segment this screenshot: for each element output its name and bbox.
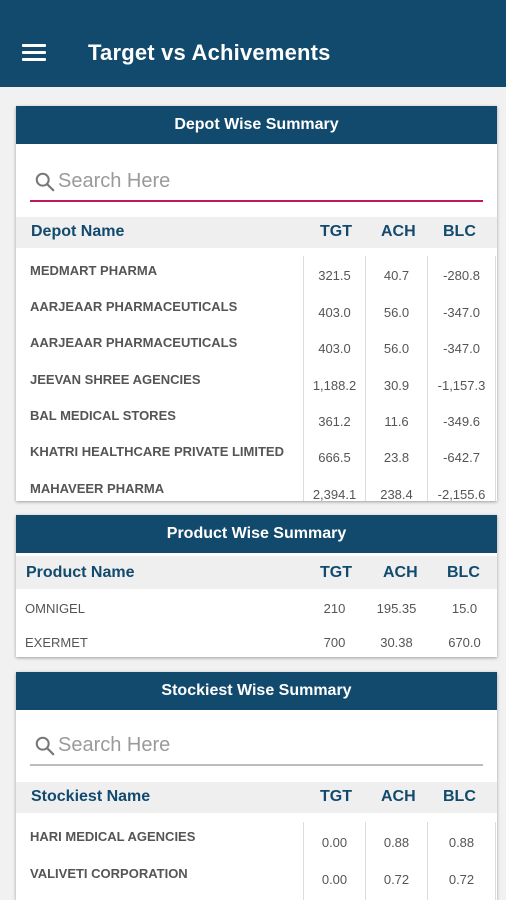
tgt-value: 403.0 [318,305,351,320]
depot-search-input[interactable] [58,166,478,196]
depot-name: MAHAVEER PHARMA [30,481,165,496]
blc-header: BLC [443,223,476,240]
stockiest-summary-card: Stockiest Wise Summary Stockiest Name TG… [16,672,497,900]
column-divider [303,822,304,900]
hamburger-menu-icon[interactable] [22,44,46,62]
depot-name: AARJEAAR PHARMACEUTICALS [30,335,238,350]
depot-name: MEDMART PHARMA [30,263,158,278]
blc-value: 15.0 [451,601,478,616]
stockiest-search-input[interactable] [58,730,478,760]
stockiest-search-underline [30,764,483,766]
depot-search [30,162,483,202]
depot-name-header: Depot Name [31,223,125,240]
stockiest-table-header: Stockiest Name TGT ACH BLC [16,782,497,813]
stockiest-name: HARI MEDICAL AGENCIES [30,829,196,844]
blc-value: -642.7 [443,450,480,465]
tgt-value: 321.5 [318,268,351,283]
table-row[interactable]: EXERMET 700 30.38 670.0 [16,625,497,657]
ach-value: 0.72 [383,872,410,887]
ach-header: ACH [383,564,418,581]
tgt-value: 1,188.2 [312,378,357,393]
stockiest-summary-title: Stockiest Wise Summary [16,672,497,710]
table-row[interactable]: MEDMART PHARMA 321.5 40.7 -280.8 [16,256,497,292]
depot-summary-card: Depot Wise Summary Depot Name TGT ACH BL… [16,106,497,501]
product-summary-card: Product Wise Summary Product Name TGT AC… [16,515,497,657]
page-title: Target vs Achivements [88,40,331,65]
tgt-value: 700 [323,635,346,650]
tgt-value: 210 [323,601,346,616]
blc-value: -347.0 [443,341,480,356]
table-row[interactable]: VALIVETI CORPORATION 0.00 0.72 0.72 [16,859,497,896]
ach-header: ACH [381,788,416,805]
search-icon [35,172,55,192]
table-row[interactable]: BAL MEDICAL STORES 361.2 11.6 -349.6 [16,401,497,437]
tgt-value: 666.5 [318,450,351,465]
depot-name: AARJEAAR PHARMACEUTICALS [30,299,238,314]
blc-header: BLC [443,788,476,805]
blc-value: 0.72 [448,872,475,887]
column-divider [365,256,366,501]
depot-summary-title: Depot Wise Summary [16,106,497,144]
blc-value: -280.8 [443,268,480,283]
table-row[interactable]: KHATRI HEALTHCARE PRIVATE LIMITED 666.5 … [16,437,497,474]
blc-value: -349.6 [443,414,480,429]
ach-value: 30.9 [383,378,410,393]
product-name: OMNIGEL [25,601,85,616]
tgt-header: TGT [320,564,352,581]
product-name: EXERMET [25,635,88,650]
blc-value: 0.88 [448,835,475,850]
tgt-header: TGT [320,788,352,805]
depot-name: BAL MEDICAL STORES [30,408,176,423]
table-row[interactable]: JEEVAN SHREE AGENCIES 1,188.2 30.9 -1,15… [16,365,497,401]
stockiest-search [30,726,483,766]
ach-value: 195.35 [376,601,417,616]
blc-value: -2,155.6 [437,487,486,501]
tgt-value: 0.00 [321,835,348,850]
stockiest-name-header: Stockiest Name [31,788,151,805]
product-table-header: Product Name TGT ACH BLC [16,556,497,589]
tgt-value: 2,394.1 [312,487,357,501]
stockiest-name: VALIVETI CORPORATION [30,866,188,881]
ach-value: 56.0 [383,305,410,320]
column-divider [427,256,428,501]
ach-header: ACH [381,223,416,240]
depot-name: JEEVAN SHREE AGENCIES [30,372,201,387]
depot-table-header: Depot Name TGT ACH BLC [16,217,497,248]
column-divider [365,822,366,900]
depot-search-underline [30,200,483,202]
search-icon [35,736,55,756]
ach-value: 0.88 [383,835,410,850]
ach-value: 238.4 [380,487,413,501]
tgt-value: 361.2 [318,414,351,429]
column-divider [303,256,304,501]
blc-value: 670.0 [448,635,481,650]
column-divider [495,256,496,501]
table-row[interactable]: MAHAVEER PHARMA 2,394.1 238.4 -2,155.6 [16,474,497,501]
column-divider [495,822,496,900]
depot-name: KHATRI HEALTHCARE PRIVATE LIMITED [30,444,284,459]
ach-value: 11.6 [384,414,409,429]
product-name-header: Product Name [26,564,135,581]
blc-value: -347.0 [443,305,480,320]
table-row[interactable]: HARI MEDICAL AGENCIES 0.00 0.88 0.88 [16,822,497,859]
table-row[interactable]: AARJEAAR PHARMACEUTICALS 403.0 56.0 -347… [16,292,497,328]
ach-value: 40.7 [383,268,410,283]
column-divider [427,822,428,900]
tgt-header: TGT [320,223,352,240]
blc-header: BLC [447,564,480,581]
app-bar: Target vs Achivements [0,0,506,87]
product-summary-title: Product Wise Summary [16,515,497,553]
table-row[interactable]: AARJEAAR PHARMACEUTICALS 403.0 56.0 -347… [16,328,497,365]
ach-value: 56.0 [383,341,410,356]
tgt-value: 403.0 [318,341,351,356]
tgt-value: 0.00 [321,872,348,887]
ach-value: 30.38 [380,635,413,650]
table-row[interactable]: OMNIGEL 210 195.35 15.0 [16,591,497,625]
blc-value: -1,157.3 [437,378,486,393]
ach-value: 23.8 [383,450,410,465]
